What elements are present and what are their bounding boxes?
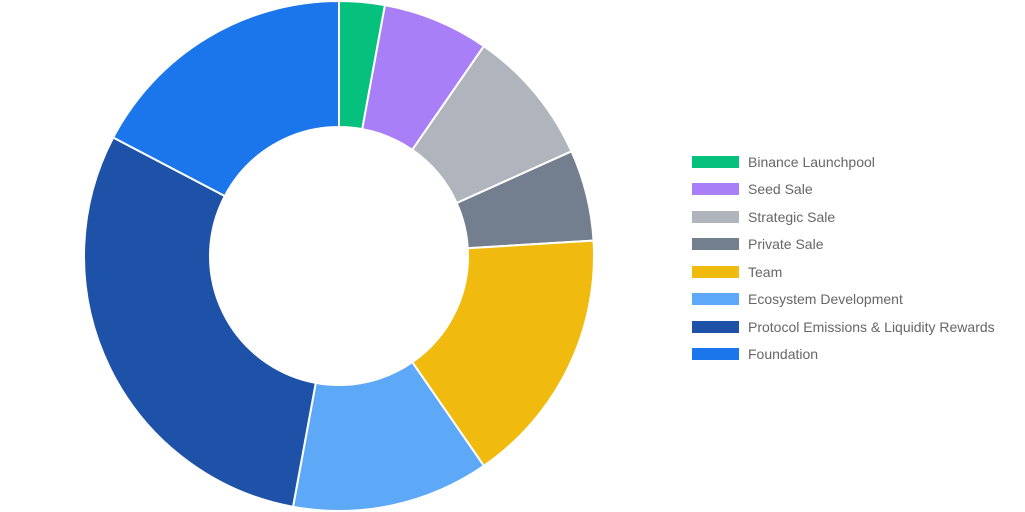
- legend-swatch: [692, 210, 739, 223]
- legend-swatch: [692, 238, 739, 251]
- doughnut-slice-7[interactable]: [83, 136, 317, 508]
- legend-item[interactable]: Protocol Emissions & Liquidity Rewards: [692, 313, 995, 341]
- legend-label: Binance Launchpool: [748, 153, 875, 170]
- doughnut-slice-8[interactable]: [111, 0, 340, 198]
- legend-label: Foundation: [748, 346, 819, 363]
- legend-label: Seed Sale: [748, 181, 813, 198]
- legend-item[interactable]: Binance Launchpool: [692, 148, 995, 176]
- legend-label: Strategic Sale: [748, 208, 836, 225]
- legend-label: Protocol Emissions & Liquidity Rewards: [748, 318, 995, 335]
- legend-item[interactable]: Seed Sale: [692, 176, 995, 204]
- doughnut-slice-6[interactable]: [291, 360, 486, 512]
- legend-label: Team: [748, 263, 783, 280]
- legend-swatch: [692, 183, 739, 196]
- doughnut-slice-5[interactable]: [410, 239, 595, 468]
- legend-item[interactable]: Ecosystem Development: [692, 286, 995, 314]
- legend-item[interactable]: Private Sale: [692, 231, 995, 259]
- legend-item[interactable]: Team: [692, 258, 995, 286]
- chart-legend: Binance Launchpool Seed Sale Strategic Sal…: [692, 148, 995, 368]
- legend-item[interactable]: Strategic Sale: [692, 203, 995, 231]
- legend-swatch: [692, 293, 739, 306]
- legend-label: Private Sale: [748, 236, 824, 253]
- legend-label: Ecosystem Development: [748, 291, 903, 308]
- legend-item[interactable]: Foundation: [692, 341, 995, 369]
- legend-swatch: [692, 155, 739, 168]
- legend-swatch: [692, 320, 739, 333]
- legend-swatch: [692, 265, 739, 278]
- legend-swatch: [692, 348, 739, 361]
